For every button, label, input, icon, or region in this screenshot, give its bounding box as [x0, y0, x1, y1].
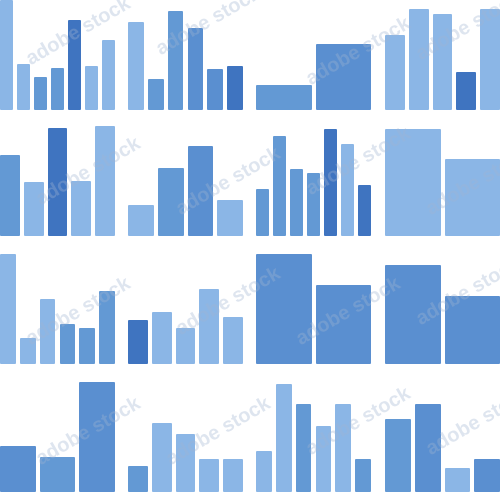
bar	[432, 14, 453, 110]
bar	[68, 19, 81, 110]
bar-chart-icon-9	[0, 254, 115, 364]
bar	[256, 188, 269, 236]
bar	[0, 0, 13, 110]
bar	[275, 384, 292, 492]
bar	[175, 433, 196, 492]
bar-chart-icon-16	[385, 382, 500, 492]
bar-chart-icon-10	[128, 254, 243, 364]
bar	[175, 327, 196, 364]
bar-chart-icon-5	[0, 126, 115, 236]
stock-id-label: 178571641	[0, 410, 1, 455]
bar	[128, 205, 154, 236]
bar-chart-icon-13	[0, 382, 115, 492]
bar-chart-icon-11	[256, 254, 371, 364]
bar	[256, 451, 272, 492]
bar	[128, 465, 148, 492]
bar	[157, 167, 184, 236]
bar-chart-icon-1	[0, 0, 115, 110]
bar	[358, 185, 371, 236]
bar	[355, 459, 371, 492]
bar-chart-icon-3	[256, 0, 371, 110]
bar	[315, 426, 332, 492]
bar	[335, 404, 352, 492]
bar	[128, 22, 144, 110]
bar	[39, 456, 76, 492]
bar	[408, 8, 429, 110]
bar	[79, 382, 115, 492]
bar	[324, 129, 337, 236]
bar	[0, 254, 16, 364]
bar	[199, 459, 220, 492]
bar	[147, 79, 164, 110]
bar	[474, 459, 500, 492]
bar	[71, 181, 92, 236]
bar-chart-icon-4	[385, 0, 500, 110]
bar	[47, 128, 68, 236]
bar	[217, 199, 243, 236]
bar	[0, 445, 36, 492]
bar	[95, 126, 115, 236]
bar	[51, 68, 64, 110]
bar	[85, 66, 98, 110]
bar	[315, 44, 371, 110]
bar	[17, 63, 30, 110]
bar	[187, 145, 214, 236]
bar	[444, 295, 500, 364]
bar-chart-icon-6	[128, 126, 243, 236]
bar	[19, 337, 36, 364]
bar	[223, 459, 243, 492]
bar	[444, 467, 471, 492]
bar	[307, 173, 320, 236]
bar	[273, 135, 286, 236]
bar-chart-icon-7	[256, 126, 371, 236]
bar	[227, 66, 243, 110]
bar-chart-icon-14	[128, 382, 243, 492]
bar	[480, 8, 500, 110]
bar	[290, 168, 303, 236]
bar	[414, 404, 441, 492]
bar-chart-icon-12	[385, 254, 500, 364]
bar	[256, 84, 312, 110]
bar	[59, 324, 76, 364]
bar	[102, 39, 115, 110]
bar	[385, 265, 441, 364]
bar	[128, 320, 148, 364]
bar	[385, 419, 411, 492]
bar	[207, 69, 224, 110]
bar	[34, 77, 47, 110]
bar	[151, 312, 172, 364]
bar	[99, 291, 115, 364]
bar	[223, 316, 243, 364]
bar	[456, 71, 477, 110]
bar	[341, 143, 354, 236]
bar	[199, 289, 220, 364]
bar	[151, 422, 172, 492]
bar	[23, 182, 44, 236]
bar	[0, 154, 20, 236]
bar-chart-icon-8	[385, 126, 500, 236]
bar-chart-icon-2	[128, 0, 243, 110]
bar	[295, 404, 312, 492]
bar	[444, 159, 500, 236]
bar	[187, 27, 204, 110]
bar	[385, 35, 405, 110]
bar	[167, 11, 184, 110]
bar	[39, 299, 56, 364]
bar	[315, 284, 371, 364]
bar-chart-icon-15	[256, 382, 371, 492]
bar	[79, 327, 96, 364]
bar	[256, 254, 312, 364]
bar	[385, 129, 441, 236]
